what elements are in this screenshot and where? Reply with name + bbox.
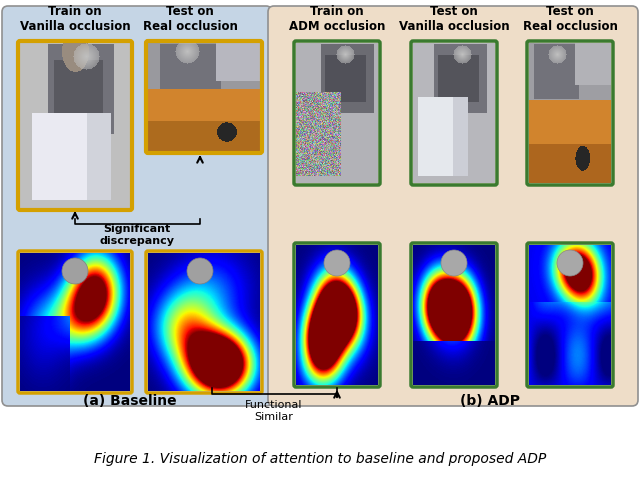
Text: (a) Baseline: (a) Baseline <box>83 394 177 408</box>
FancyBboxPatch shape <box>268 6 638 406</box>
Text: (b) ADP: (b) ADP <box>460 394 520 408</box>
Text: Test on
Vanilla occlusion: Test on Vanilla occlusion <box>399 5 509 33</box>
Text: Train on
Vanilla occlusion: Train on Vanilla occlusion <box>20 5 131 33</box>
Circle shape <box>557 250 583 276</box>
Circle shape <box>62 258 88 284</box>
Text: Test on
Real occlusion: Test on Real occlusion <box>523 5 618 33</box>
Circle shape <box>324 250 350 276</box>
FancyBboxPatch shape <box>2 6 272 406</box>
Text: Test on
Real occlusion: Test on Real occlusion <box>143 5 237 33</box>
Circle shape <box>187 258 213 284</box>
Text: Functional
Similar: Functional Similar <box>245 400 303 422</box>
Text: Significant
discrepancy: Significant discrepancy <box>99 224 175 245</box>
Circle shape <box>441 250 467 276</box>
Text: Figure 1. Visualization of attention to baseline and proposed ADP: Figure 1. Visualization of attention to … <box>94 452 546 466</box>
Text: Train on
ADM occlusion: Train on ADM occlusion <box>289 5 385 33</box>
